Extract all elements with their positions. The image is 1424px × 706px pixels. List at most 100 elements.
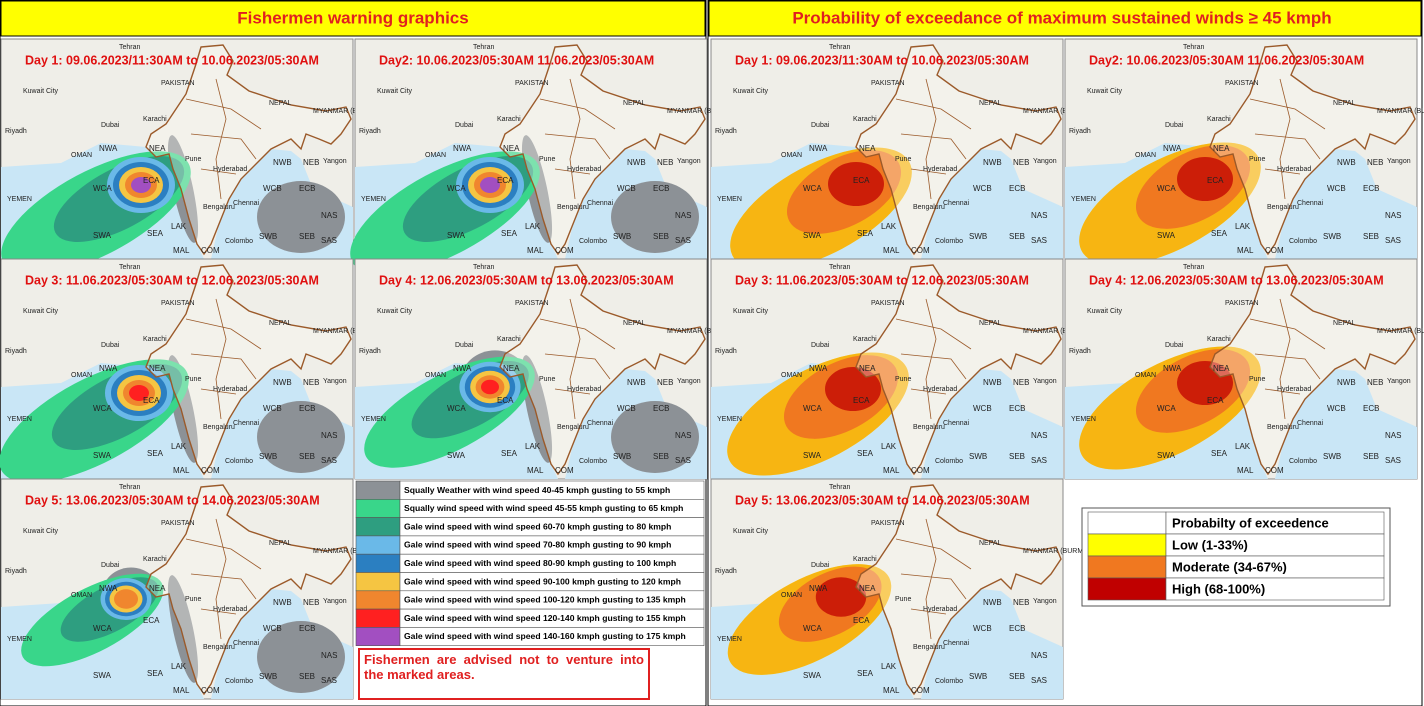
probability-legend: Probabilty of exceedence Low (1-33%) Moder…: [1081, 507, 1391, 607]
map-label: SWB: [1323, 452, 1341, 461]
legend-swatch: [355, 572, 401, 592]
map-label: MYANMAR (BURMA): [1377, 108, 1424, 115]
map-label: OMAN: [71, 592, 92, 599]
map-label: NEB: [303, 598, 319, 607]
map-label: SAS: [675, 236, 691, 245]
map-label: WCA: [1157, 404, 1176, 413]
map-label: WCB: [263, 624, 282, 633]
map-label: Bengaluru: [913, 204, 945, 211]
map-label: NAS: [321, 431, 337, 440]
map-label: NAS: [1385, 211, 1401, 220]
map-label: Pune: [895, 376, 911, 383]
map-label: SAS: [1031, 676, 1047, 685]
map-label: Dubai: [811, 342, 830, 349]
map-label: Colombo: [935, 678, 963, 685]
map-label: Dubai: [455, 122, 474, 129]
map-label: WCB: [1327, 184, 1346, 193]
legend-swatch: [1087, 555, 1167, 579]
map-label: Yangon: [1387, 378, 1411, 385]
map-label: OMAN: [1135, 372, 1156, 379]
map-label: MAL: [173, 246, 190, 255]
day-label: Day 3: 11.06.2023/05:30AM to 12.06.2023/…: [25, 273, 319, 287]
map-label: Kuwait City: [733, 88, 769, 95]
map-label: Dubai: [811, 562, 830, 569]
legend-swatch: [355, 627, 401, 646]
map-label: Tehran: [473, 44, 495, 51]
map-label: Dubai: [1165, 122, 1184, 129]
map-label: WCA: [447, 184, 466, 193]
map-label: Kuwait City: [23, 528, 59, 535]
map-label: Pune: [185, 376, 201, 383]
map-label: Hyderabad: [923, 606, 957, 613]
map-label: ECB: [653, 184, 669, 193]
map-label: Hyderabad: [213, 386, 247, 393]
map-label: SAS: [1385, 456, 1401, 465]
map-label: SAS: [321, 236, 337, 245]
probability-zone: [825, 367, 881, 411]
map-label: NEB: [303, 378, 319, 387]
map-label: NEB: [657, 158, 673, 167]
warning-map: Tehran Kuwait City Dubai Riyadh OMAN YEMEN PAK…: [0, 478, 380, 700]
map-label: NEB: [1013, 378, 1029, 387]
map-label: COM: [201, 466, 220, 475]
map-label: SAS: [321, 456, 337, 465]
map-label: OMAN: [1135, 152, 1156, 159]
legend-title: Probabilty of exceedence: [1172, 515, 1329, 530]
map-label: NEPAL: [269, 540, 292, 547]
legend-swatch: [355, 590, 401, 610]
map-label: Bengaluru: [913, 424, 945, 431]
map-label: SAS: [321, 676, 337, 685]
day-label: Day 5: 13.06.2023/05:30AM to 14.06.2023/…: [25, 493, 320, 507]
map-label: Bengaluru: [203, 204, 235, 211]
map-label: WCA: [93, 624, 112, 633]
map-label: Kuwait City: [23, 88, 59, 95]
map-label: SAS: [1385, 236, 1401, 245]
map-label: SAS: [1031, 456, 1047, 465]
map-label: ECB: [1363, 184, 1379, 193]
map-label: WCB: [1327, 404, 1346, 413]
map-label: WCA: [803, 404, 822, 413]
map-label: WCB: [263, 404, 282, 413]
legend-label: Gale wind speed with wind speed 80-90 km…: [404, 558, 676, 568]
map-label: MAL: [883, 466, 900, 475]
map-label: ECB: [1009, 404, 1025, 413]
map-label: Chennai: [587, 420, 614, 427]
legend-label: Moderate (34-67%): [1172, 559, 1287, 574]
map-label: MAL: [173, 466, 190, 475]
legend-cell: [1165, 577, 1385, 601]
map-label: Yangon: [323, 158, 347, 165]
map-label: NEB: [303, 158, 319, 167]
header-title: Probability of exceedance of maximum sus…: [792, 8, 1331, 27]
map-label: SWB: [613, 232, 631, 241]
map-label: NEA: [149, 364, 166, 373]
map-label: WCB: [617, 184, 636, 193]
map-label: NWA: [99, 584, 118, 593]
map-label: NWB: [1337, 158, 1356, 167]
legend-swatch: [355, 517, 401, 537]
map-label: ECA: [497, 396, 514, 405]
legend-label: Squally Weather with wind speed 40-45 km…: [404, 485, 670, 495]
map-label: SWA: [803, 451, 822, 460]
map-label: Hyderabad: [567, 386, 601, 393]
map-label: Kuwait City: [733, 528, 769, 535]
map-label: SEA: [857, 449, 874, 458]
map-label: LAK: [525, 442, 541, 451]
map-label: Hyderabad: [213, 606, 247, 613]
squall-area: [257, 401, 345, 473]
map-label: Tehran: [829, 44, 851, 51]
map-label: Colombo: [935, 238, 963, 245]
map-label: SEA: [1211, 449, 1228, 458]
map-label: Yangon: [1033, 598, 1057, 605]
map-label: Yangon: [323, 378, 347, 385]
map-label: YEMEN: [361, 196, 386, 203]
map-label: NEB: [1013, 598, 1029, 607]
map-label: Hyderabad: [923, 386, 957, 393]
legend-label: Gale wind speed with wind speed 140-160 …: [404, 631, 686, 641]
map-label: MYANMAR (BURMA): [667, 108, 734, 115]
map-label: Tehran: [1183, 44, 1205, 51]
map-label: WCB: [973, 404, 992, 413]
map-label: SEB: [1363, 232, 1379, 241]
map-label: LAK: [171, 442, 187, 451]
map-label: Dubai: [811, 122, 830, 129]
